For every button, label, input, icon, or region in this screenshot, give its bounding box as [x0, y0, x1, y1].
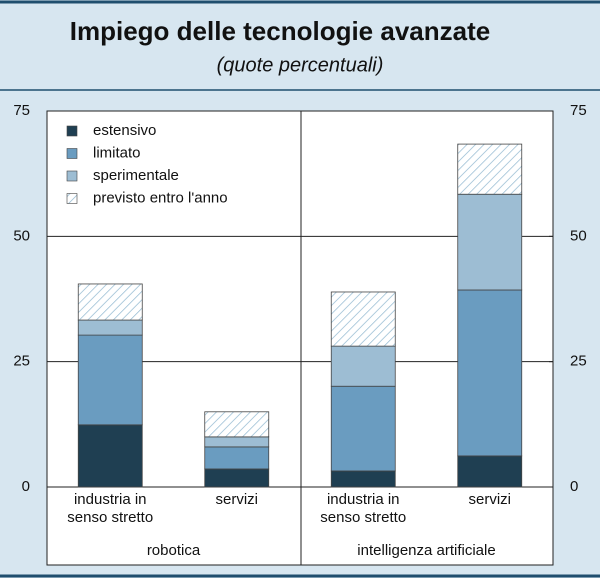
y-tick-label: 75: [13, 102, 30, 119]
bar-segment: [330, 470, 396, 488]
bar-segment: [204, 436, 270, 448]
y2-tick-label: 0: [570, 478, 578, 495]
y-tick-label: 0: [22, 478, 30, 495]
legend-swatch: [66, 193, 78, 204]
bar-segment: [330, 291, 396, 347]
bar-segment: [457, 143, 523, 195]
x-category-label: servizi: [468, 491, 511, 508]
y-tick-label: 50: [13, 227, 30, 244]
y2-tick-label: 25: [570, 353, 587, 370]
bar-segment: [457, 289, 523, 457]
x-group-label: intelligenza artificiale: [357, 542, 495, 559]
y2-tick-label: 75: [570, 102, 587, 119]
x-group-label: robotica: [147, 542, 201, 559]
x-category-label: industria in senso stretto: [320, 491, 407, 526]
bar-segment: [457, 193, 523, 291]
legend-label: sperimentale: [93, 167, 179, 184]
bar-segment: [330, 345, 396, 387]
legend-swatch: [66, 125, 78, 137]
chart-subtitle: (quote percentuali): [217, 54, 384, 76]
bar-segment: [204, 468, 270, 488]
bar-segment: [204, 446, 270, 470]
y-tick-label: 25: [13, 353, 30, 370]
legend-label: estensivo: [93, 122, 156, 139]
x-tick-label: industria in senso stretto: [67, 491, 154, 526]
x-tick-label: servizi: [468, 491, 511, 508]
y2-tick-label: 50: [570, 227, 587, 244]
bar-segment: [77, 424, 143, 488]
legend-label: limitato: [93, 144, 141, 161]
x-category-label: industria in senso stretto: [67, 491, 154, 526]
x-tick-label: servizi: [215, 491, 258, 508]
legend-swatch: [66, 148, 78, 159]
chart-title: Impiego delle tecnologie avanzate: [70, 16, 490, 46]
legend-swatch: [66, 170, 78, 182]
x-tick-label: industria in senso stretto: [320, 491, 407, 526]
bar-segment: [77, 319, 143, 336]
x-category-label: servizi: [215, 491, 258, 508]
bar-segment: [330, 385, 396, 472]
bar-segment: [457, 455, 523, 488]
bar-segment: [204, 411, 270, 438]
bar-segment: [77, 283, 143, 321]
bar-segment: [77, 334, 143, 426]
legend-label: previsto entro l'anno: [93, 189, 228, 206]
